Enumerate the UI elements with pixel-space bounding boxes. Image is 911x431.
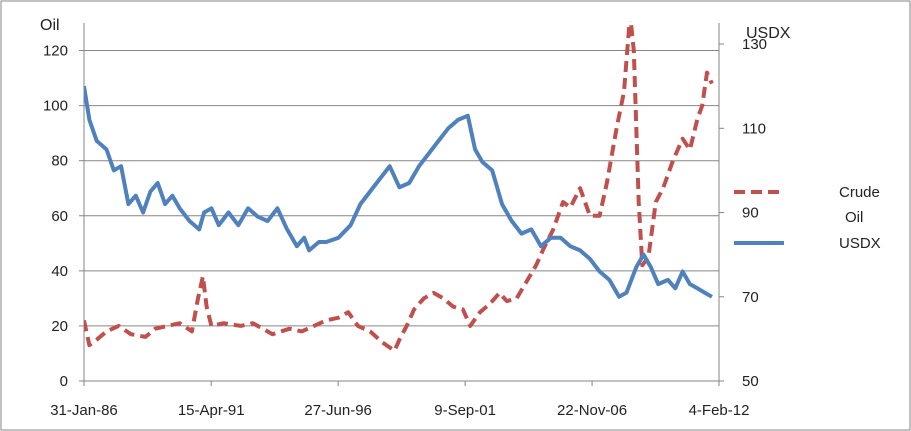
x-tick-label: 27-Jun-96 — [304, 402, 372, 419]
series-line-crude-oil — [84, 21, 714, 353]
legend-crude-oil-label-line1: Crude — [839, 184, 880, 201]
left-tick-label: 120 — [43, 43, 68, 60]
legend-crude-oil-label-line2: Oil — [845, 209, 863, 226]
left-tick-label: 40 — [51, 263, 68, 280]
x-tick-label: 22-Nov-06 — [557, 402, 627, 419]
right-tick-label: 90 — [742, 205, 759, 222]
x-tick-label: 31-Jan-86 — [50, 402, 118, 419]
right-tick-label: 130 — [742, 36, 767, 53]
x-tick-label: 9-Sep-01 — [434, 402, 496, 419]
left-tick-label: 80 — [51, 153, 68, 170]
gridlines — [84, 50, 719, 327]
x-tick-label: 15-Apr-91 — [178, 402, 245, 419]
x-tick-label: 4-Feb-12 — [689, 402, 750, 419]
right-tick-label: 70 — [742, 289, 759, 306]
tick-labels: 0 20 40 60 80 100 120 50 70 90 110 130 31-Jan-86 15-A… — [43, 36, 767, 419]
left-tick-label: 100 — [43, 98, 68, 115]
right-tick-label: 110 — [742, 120, 766, 137]
series — [84, 21, 714, 353]
legend: Crude Oil USDX — [734, 184, 881, 252]
left-axis-title: Oil — [40, 17, 60, 34]
series-line-usdx — [84, 85, 713, 299]
right-axis-title: USDX — [746, 25, 791, 42]
left-tick-label: 0 — [60, 373, 68, 390]
right-tick-label: 50 — [742, 373, 759, 390]
left-tick-label: 20 — [51, 318, 68, 335]
legend-usdx-label: USDX — [839, 235, 881, 252]
left-tick-label: 60 — [51, 208, 68, 225]
